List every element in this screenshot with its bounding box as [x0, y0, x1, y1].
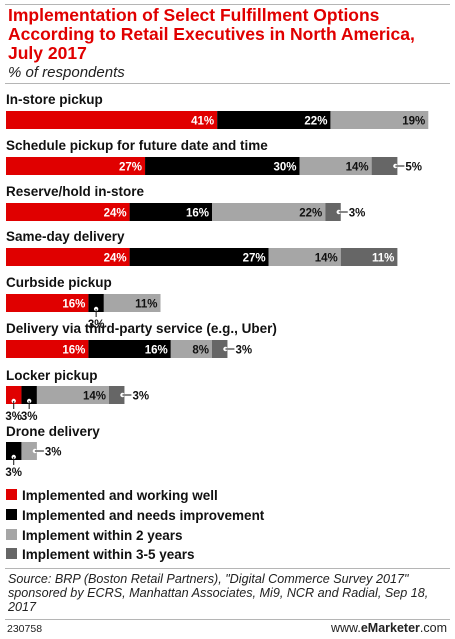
brand-prefix: www.: [330, 621, 361, 635]
data-label-locker-pickup-s2: 3%: [21, 411, 38, 423]
data-label-curbside-pickup-s3: 11%: [135, 299, 157, 311]
bar-drone-delivery-s3: [21, 442, 37, 460]
bar-in-store-pickup-s2: [217, 111, 331, 129]
bar-locker-pickup-s4: [109, 386, 125, 404]
category-label-same-day-delivery: Same-day delivery: [6, 229, 125, 244]
data-label-reserve-hold-s1: 24%: [104, 208, 127, 220]
bar-in-store-pickup-s3: [330, 111, 429, 129]
bar-reserve-hold-s4: [325, 203, 341, 221]
bar-curbside-pickup-s1: [6, 294, 89, 312]
bar-third-party-delivery-s3: [170, 340, 212, 358]
bar-same-day-delivery-s1: [6, 248, 130, 266]
data-label-schedule-pickup-s2: 30%: [274, 162, 297, 174]
legend-label-2: Implemented and needs improvement: [22, 508, 265, 523]
source-rule: [5, 568, 450, 569]
data-label-locker-pickup-s4: 3%: [132, 391, 149, 403]
bar-third-party-delivery-s2: [88, 340, 171, 358]
data-label-locker-pickup-s1: 3%: [5, 411, 22, 423]
category-label-drone-delivery: Drone delivery: [6, 424, 100, 439]
data-label-drone-delivery-s2: 3%: [5, 467, 22, 479]
data-label-reserve-hold-s3: 22%: [299, 208, 322, 220]
legend-label-3: Implement within 2 years: [22, 528, 183, 543]
bar-same-day-delivery-s3: [268, 248, 341, 266]
data-label-schedule-pickup-s3: 14%: [346, 162, 369, 174]
data-label-locker-pickup-s3: 14%: [83, 391, 106, 403]
brand-link[interactable]: www.eMarketer.com: [331, 621, 447, 635]
bar-schedule-pickup-s3: [299, 157, 372, 175]
data-label-schedule-pickup-s1: 27%: [119, 162, 142, 174]
bar-third-party-delivery-s4: [212, 340, 228, 358]
bar-reserve-hold-s2: [129, 203, 212, 221]
bar-locker-pickup-s1: [6, 386, 22, 404]
bar-schedule-pickup-s1: [6, 157, 146, 175]
legend-label-1: Implemented and working well: [22, 488, 218, 503]
data-label-in-store-pickup-s3: 19%: [402, 116, 425, 128]
data-label-reserve-hold-s2: 16%: [186, 208, 209, 220]
data-label-same-day-delivery-s3: 14%: [315, 253, 338, 265]
category-label-curbside-pickup: Curbside pickup: [6, 275, 112, 290]
bar-same-day-delivery-s4: [340, 248, 398, 266]
legend-swatch-2: [6, 509, 17, 520]
data-label-schedule-pickup-s4: 5%: [405, 162, 422, 174]
data-label-same-day-delivery-s2: 27%: [243, 253, 266, 265]
bar-same-day-delivery-s2: [129, 248, 269, 266]
data-label-drone-delivery-s3: 3%: [45, 447, 62, 459]
brand-suffix: .com: [419, 621, 447, 635]
chart-title: Implementation of Select Fulfillment Opt…: [8, 5, 415, 63]
chart-subtitle: % of respondents: [8, 64, 125, 81]
subtitle-rule: [5, 83, 450, 84]
data-label-third-party-delivery-s4: 3%: [235, 345, 252, 357]
bar-curbside-pickup-s2: [88, 294, 104, 312]
bar-reserve-hold-s1: [6, 203, 130, 221]
data-label-in-store-pickup-s1: 41%: [191, 116, 214, 128]
legend-swatch-4: [6, 548, 17, 559]
source-note: Source: BRP (Boston Retail Partners), "D…: [8, 572, 429, 614]
data-label-in-store-pickup-s2: 22%: [304, 116, 327, 128]
category-label-locker-pickup: Locker pickup: [6, 368, 98, 383]
data-label-same-day-delivery-s1: 24%: [104, 253, 127, 265]
callout-dot-schedule-pickup: [393, 163, 398, 169]
legend-swatch-1: [6, 489, 17, 500]
legend-label-4: Implement within 3-5 years: [22, 547, 195, 562]
category-label-schedule-pickup: Schedule pickup for future date and time: [6, 138, 268, 153]
bar-curbside-pickup-s3: [103, 294, 161, 312]
data-label-third-party-delivery-s3: 8%: [192, 345, 209, 357]
data-label-third-party-delivery-s1: 16%: [62, 345, 85, 357]
data-label-reserve-hold-s4: 3%: [349, 208, 366, 220]
data-label-same-day-delivery-s4: 11%: [372, 253, 394, 265]
top-rule: [5, 4, 450, 5]
category-label-third-party-delivery: Delivery via third-party service (e.g., …: [6, 321, 277, 336]
brand-name: eMarketer: [360, 621, 420, 635]
bar-locker-pickup-s3: [36, 386, 109, 404]
chart-id: 230758: [7, 623, 43, 635]
bar-in-store-pickup-s1: [6, 111, 218, 129]
legend-swatch-3: [6, 529, 17, 540]
data-label-curbside-pickup-s1: 16%: [62, 299, 85, 311]
bar-drone-delivery-s2: [6, 442, 22, 460]
category-label-reserve-hold: Reserve/hold in-store: [6, 184, 145, 199]
bar-schedule-pickup-s2: [145, 157, 300, 175]
data-label-third-party-delivery-s2: 16%: [145, 345, 168, 357]
bar-schedule-pickup-s4: [371, 157, 398, 175]
stacked-bar-chart: In-store pickup 41% 22% 19% Schedule pickup …: [5, 92, 429, 562]
bar-third-party-delivery-s1: [6, 340, 89, 358]
bar-locker-pickup-s2: [21, 386, 37, 404]
category-label-in-store-pickup: In-store pickup: [6, 92, 103, 107]
footer-rule: [5, 619, 450, 620]
data-label-curbside-pickup-s2: 3%: [88, 319, 105, 331]
bar-reserve-hold-s3: [212, 203, 326, 221]
